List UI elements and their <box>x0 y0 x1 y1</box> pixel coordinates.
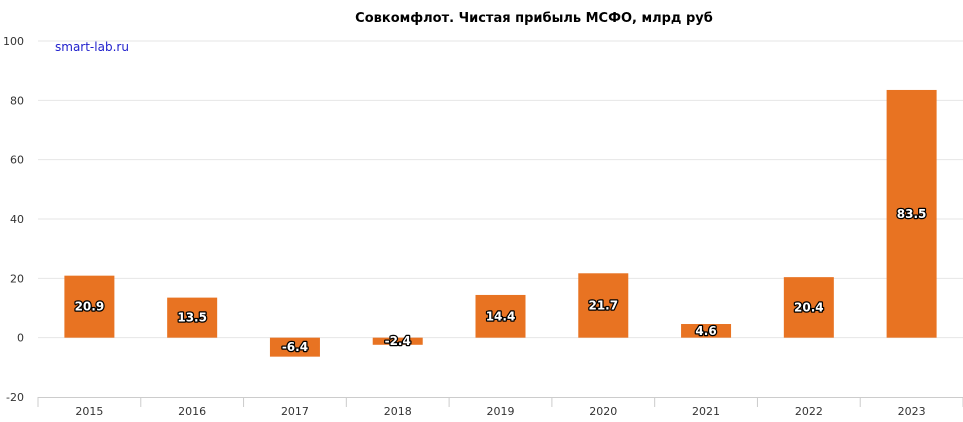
data-label-2021: 4.6 <box>695 324 716 338</box>
y-tick-label: 20 <box>10 272 24 285</box>
bar-2018 <box>372 337 423 345</box>
data-label-2016: 13.5 <box>177 311 207 325</box>
bar-2019 <box>475 294 526 338</box>
x-tick-label: 2015 <box>75 405 103 418</box>
x-axis: 2015 2016 2017 2018 2019 2020 2021 2022 2023 <box>37 397 963 418</box>
data-label-2019: 14.4 <box>486 309 516 323</box>
x-tick-label: 2017 <box>281 405 309 418</box>
x-tick-label: 2020 <box>589 405 617 418</box>
bar-2023 <box>886 89 937 338</box>
bar-2015 <box>64 275 115 338</box>
bar-2022 <box>783 277 834 338</box>
x-tick-label: 2018 <box>384 405 412 418</box>
data-label-2018: -2.4 <box>385 334 411 348</box>
data-label-2015: 20.9 <box>75 300 105 314</box>
bar-2017 <box>269 337 320 357</box>
x-tick-label: 2022 <box>795 405 823 418</box>
y-tick-label: 40 <box>10 213 24 226</box>
y-tick-label: 80 <box>10 94 24 107</box>
y-tick-label: -20 <box>6 391 24 404</box>
data-labels: 20.9 13.5 -6.4 -2.4 14.4 21.7 4.6 20.4 83.5 <box>73 206 927 356</box>
y-axis-ticks: 100 80 60 40 20 0 -20 <box>3 35 24 404</box>
data-label-2023: 83.5 <box>897 207 927 221</box>
data-label-2020: 21.7 <box>588 298 618 312</box>
watermark-text: smart-lab.ru <box>55 40 129 54</box>
bar-2021 <box>681 324 732 338</box>
y-tick-label: 100 <box>3 35 24 48</box>
y-tick-label: 0 <box>17 332 24 345</box>
y-tick-label: 60 <box>10 154 24 167</box>
data-label-2022: 20.4 <box>794 300 824 314</box>
data-label-2017: -6.4 <box>282 340 308 354</box>
x-tick-label: 2023 <box>898 405 926 418</box>
x-tick-label: 2019 <box>487 405 515 418</box>
bar-2020 <box>578 273 629 338</box>
x-tick-label: 2016 <box>178 405 206 418</box>
chart-title: Совкомфлот. Чистая прибыль МСФО, млрд ру… <box>355 11 713 26</box>
x-tick-label: 2021 <box>692 405 720 418</box>
bar-2016 <box>167 297 218 338</box>
bars <box>64 89 937 357</box>
